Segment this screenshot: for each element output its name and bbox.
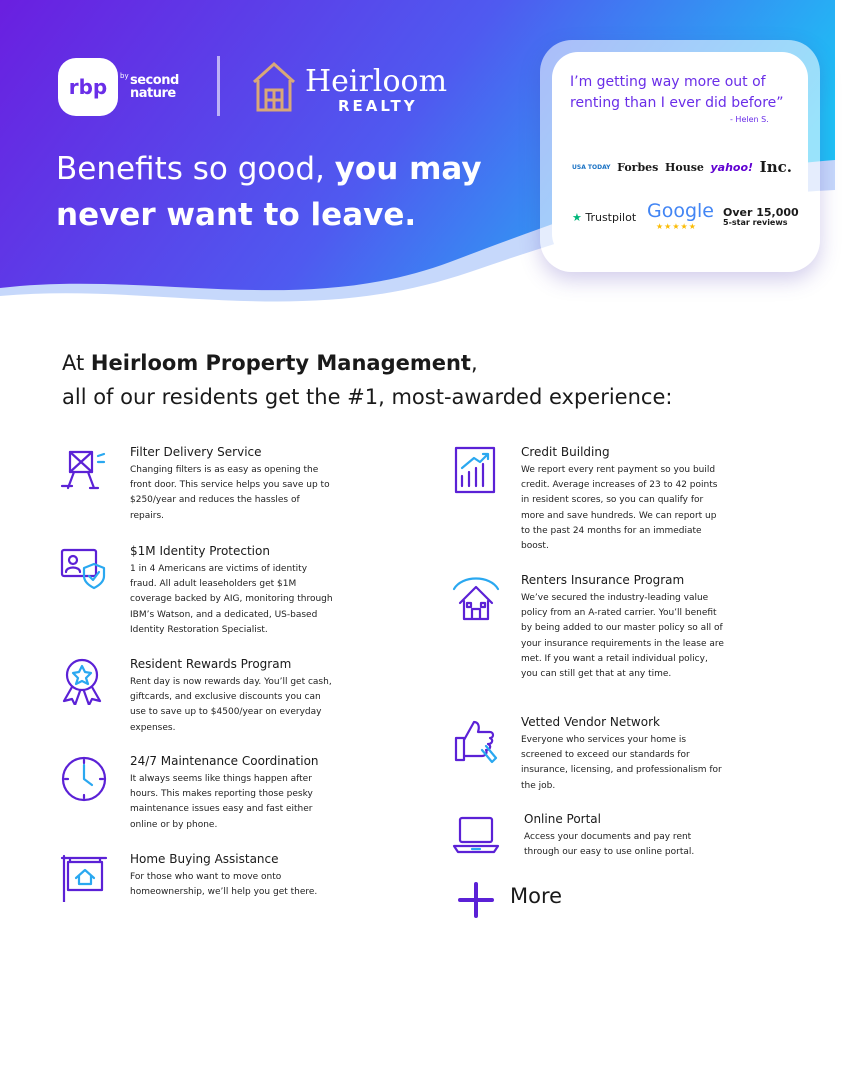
reviews-label: 5-star reviews	[723, 218, 788, 227]
press-logo: yahoo!	[710, 160, 754, 174]
intro-company: Heirloom Property Management	[90, 351, 471, 375]
intro-line: all of our residents get the #1, most-aw…	[62, 385, 673, 409]
benefit-text: Rent day is now rewards day. You’ll get …	[130, 677, 332, 733]
testimonial-card-inner	[552, 52, 808, 260]
headline-bold: never want to leave.	[56, 197, 417, 233]
press-logo: USA TODAY	[572, 163, 611, 171]
benefit-text: It always seems like things happen after…	[130, 774, 313, 830]
reviews-count: Over 15,000	[723, 206, 799, 219]
google: Google	[647, 200, 715, 222]
benefit: Filter Delivery Service Changing filters …	[130, 445, 335, 524]
press-logo: Forbes	[617, 160, 659, 174]
benefit: $1M Identity Protection 1 in 4 Americans …	[130, 544, 335, 638]
benefit-title: Credit Building	[521, 445, 610, 459]
intro: At Heirloom Property Management, all of o…	[62, 346, 822, 414]
benefit: Vetted Vendor Network Everyone who servic…	[521, 715, 726, 794]
benefit-title: Filter Delivery Service	[130, 445, 262, 459]
google-stars: ★★★★★	[656, 222, 697, 231]
filter-icon	[60, 450, 106, 490]
benefit-text: Everyone who services your home is scree…	[521, 735, 722, 791]
benefit-title: Renters Insurance Program	[521, 573, 685, 587]
benefit-text: Changing filters is as easy as opening t…	[130, 465, 330, 521]
headline: Benefits so good, you may never want to l…	[56, 146, 526, 238]
logo-second-nature: second nature	[130, 73, 179, 101]
benefit-title: $1M Identity Protection	[130, 544, 270, 558]
benefit-text: We’ve secured the industry-leading value…	[521, 593, 724, 680]
logo-by: by	[120, 72, 129, 80]
maintenance-icon	[61, 756, 107, 802]
vendor-icon	[454, 720, 498, 764]
benefit-title: Vetted Vendor Network	[521, 715, 660, 729]
home-buying-icon	[60, 854, 108, 902]
logo-rbp: rbp	[58, 58, 118, 116]
more: More	[510, 884, 563, 908]
benefit: Renters Insurance Program We’ve secured t…	[521, 573, 726, 682]
benefit-title: Online Portal	[524, 812, 601, 826]
benefit-title: Home Buying Assistance	[130, 852, 279, 866]
trustpilot: Trustpilot	[572, 211, 636, 224]
benefit-text: We report every rent payment so you buil…	[521, 465, 718, 552]
quote-author: - Helen S.	[730, 115, 769, 124]
press-logo: House	[664, 160, 704, 174]
intro-suffix: ,	[470, 351, 478, 375]
logo-heirloom: Heirloom	[305, 64, 448, 99]
benefit-title: Resident Rewards Program	[130, 657, 292, 671]
benefit-title: 24/7 Maintenance Coordination	[130, 754, 319, 768]
benefit: Home Buying Assistance For those who want…	[130, 852, 335, 900]
benefit: 24/7 Maintenance Coordination It always s…	[130, 754, 335, 833]
identity-icon	[60, 548, 106, 590]
benefit: Resident Rewards Program Rent day is now …	[130, 657, 335, 736]
benefit: Online Portal Access your documents and p…	[524, 812, 729, 860]
press-logos: USA TODAY Forbes House yahoo! Inc.	[572, 158, 792, 176]
benefit: Credit Building We report every rent paym…	[521, 445, 726, 554]
rewards-icon	[62, 658, 102, 705]
benefit-text: Access your documents and pay rent throu…	[524, 832, 695, 858]
headline-regular: Benefits so good,	[56, 151, 325, 187]
divider	[217, 56, 220, 116]
press-logo: Inc.	[759, 158, 792, 176]
intro-prefix: At	[62, 351, 85, 375]
insurance-icon	[452, 577, 500, 621]
portal-icon	[452, 816, 500, 854]
heirloom-icon	[252, 61, 296, 112]
benefit-text: 1 in 4 Americans are victims of identity…	[130, 564, 333, 635]
plus-icon	[458, 882, 494, 918]
quote: I’m getting way more out of renting than…	[570, 74, 784, 111]
logo-realty: REALTY	[338, 97, 418, 115]
benefit-text: For those who want to move onto homeowne…	[130, 872, 318, 898]
headline-bold: you may	[334, 151, 482, 187]
credit-icon	[454, 446, 496, 494]
